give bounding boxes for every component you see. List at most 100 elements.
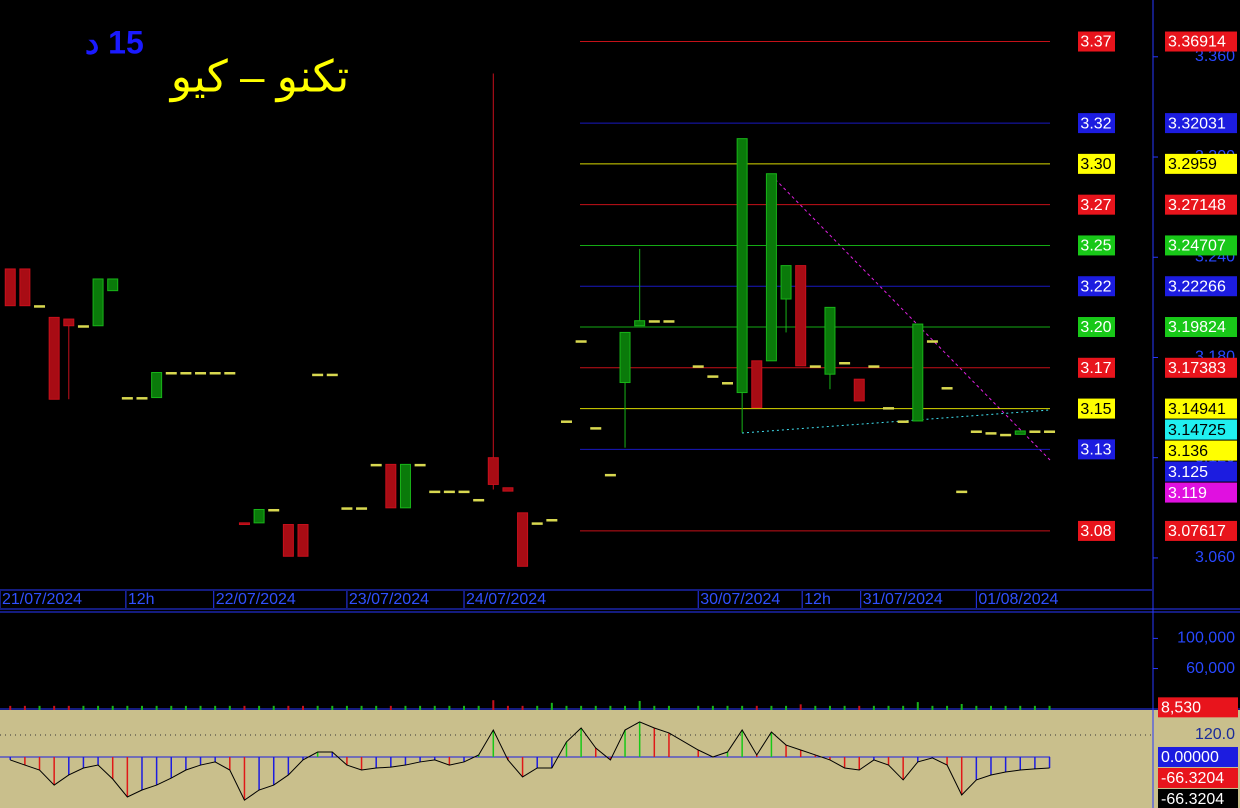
candle-body xyxy=(312,373,324,377)
candle-body xyxy=(458,490,470,494)
candle-body xyxy=(341,507,353,510)
candle-body xyxy=(531,522,543,525)
level-tag-label: 3.22 xyxy=(1080,278,1111,295)
volume-bar xyxy=(419,705,422,710)
value-box xyxy=(1165,153,1237,174)
volume-bar xyxy=(828,705,831,710)
volume-bar xyxy=(38,705,41,710)
value-box-label: 3.125 xyxy=(1168,464,1208,481)
candle-body xyxy=(136,397,148,400)
candle-body xyxy=(19,268,31,307)
candle-body xyxy=(897,420,909,423)
volume-bar xyxy=(975,705,978,710)
volume-bar xyxy=(741,705,744,710)
candle-body xyxy=(326,373,338,377)
volume-bar xyxy=(1019,705,1022,710)
candle-body xyxy=(648,320,660,323)
y-tick-label: 3.060 xyxy=(1195,549,1235,566)
candle-body xyxy=(751,360,763,409)
volume-bar xyxy=(697,705,700,710)
volume-bar xyxy=(653,705,656,710)
volume-bar xyxy=(272,705,275,710)
volume-bar xyxy=(638,700,641,710)
level-tag-label: 3.15 xyxy=(1080,401,1111,418)
candle-body xyxy=(780,265,792,300)
level-tag xyxy=(1078,153,1115,174)
value-box xyxy=(1165,461,1237,482)
chart-title: تكنو – كيو xyxy=(169,53,349,103)
candle-body xyxy=(546,519,558,522)
candle-body xyxy=(970,430,982,433)
candle-body xyxy=(560,420,572,423)
volume-bar xyxy=(1004,705,1007,710)
y-tick-label: 60,000 xyxy=(1186,660,1235,677)
candle-body xyxy=(590,427,602,430)
value-box xyxy=(1165,235,1237,256)
candle-body xyxy=(429,490,441,494)
candle-body xyxy=(151,372,163,399)
value-box xyxy=(1165,482,1237,503)
volume-bar xyxy=(726,705,729,710)
level-tag xyxy=(1078,31,1115,52)
candle-body xyxy=(1044,430,1056,433)
volume-bar xyxy=(989,705,992,710)
price-background xyxy=(0,0,1240,612)
candle-body xyxy=(92,278,104,327)
volume-bar xyxy=(228,705,231,710)
level-tag xyxy=(1078,113,1115,134)
volume-bar xyxy=(960,703,963,710)
candle-body xyxy=(824,306,836,375)
value-box xyxy=(1165,357,1237,378)
volume-bar xyxy=(931,705,934,710)
volume-bar xyxy=(9,705,12,710)
candle-body xyxy=(268,508,280,512)
volume-bar xyxy=(550,702,553,710)
volume-bar xyxy=(111,705,114,710)
candle-body xyxy=(121,397,133,400)
trend-line xyxy=(770,174,1051,461)
value-box xyxy=(1165,440,1237,461)
candle-body xyxy=(414,463,426,467)
volume-bar xyxy=(67,705,70,710)
value-box-label: 3.19824 xyxy=(1168,319,1226,336)
x-tick-label: 21/07/2024 xyxy=(2,591,82,608)
volume-bar xyxy=(858,705,861,710)
candle-body xyxy=(195,372,207,375)
candle-body xyxy=(370,463,382,467)
value-box-label: 3.136 xyxy=(1168,443,1208,460)
level-tag-label: 3.32 xyxy=(1080,115,1111,132)
level-tag-label: 3.08 xyxy=(1080,523,1111,540)
trend-line xyxy=(741,409,1051,434)
value-box-label: 3.14725 xyxy=(1168,422,1226,439)
volume-bar xyxy=(1048,705,1051,710)
level-tag xyxy=(1078,398,1115,419)
value-box xyxy=(1158,746,1238,767)
volume-bar xyxy=(609,705,612,710)
level-tag-label: 3.20 xyxy=(1080,319,1111,336)
volume-bar xyxy=(667,705,670,710)
volume-bar xyxy=(492,700,495,710)
value-box xyxy=(1165,419,1237,440)
candle-body xyxy=(238,522,250,526)
candle-body xyxy=(209,372,221,375)
candle-body xyxy=(107,278,119,292)
volume-bar xyxy=(624,705,627,710)
candle-body xyxy=(356,507,368,510)
volume-bar xyxy=(594,705,597,710)
volume-bar xyxy=(316,705,319,710)
value-box xyxy=(1158,697,1238,718)
value-box xyxy=(1158,767,1238,788)
y-tick-label: 100,000 xyxy=(1177,630,1235,647)
candle-body xyxy=(443,490,455,494)
candle-body xyxy=(4,268,16,307)
volume-bar xyxy=(433,705,436,710)
candle-body xyxy=(663,320,675,323)
value-box-label: 3.22266 xyxy=(1168,278,1226,295)
candle-body xyxy=(224,372,236,375)
candle-body xyxy=(180,372,192,375)
x-tick-label: 31/07/2024 xyxy=(863,591,943,608)
x-tick-label: 30/07/2024 xyxy=(700,591,780,608)
value-box xyxy=(1165,398,1237,419)
